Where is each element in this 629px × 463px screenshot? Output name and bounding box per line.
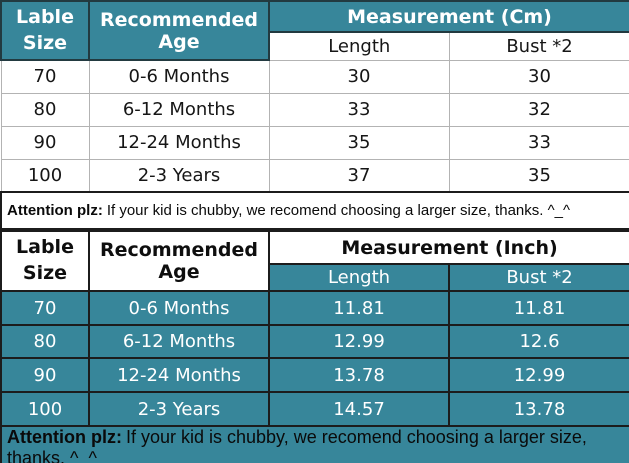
- inch-length-header: Length: [268, 263, 450, 292]
- cm-cell-age: 12-24 Months: [88, 125, 270, 160]
- cm-cell-length: 37: [268, 158, 450, 193]
- cm-label-size-line1: Lable: [16, 5, 74, 28]
- cm-cell-size: 100: [0, 158, 90, 193]
- inch-cell-size: 90: [0, 357, 90, 393]
- inch-measurement-header: Measurement (Inch): [268, 229, 629, 266]
- inch-recommended-age-header: Recommended Age: [88, 230, 270, 292]
- inch-attention-text: If your kid is chubby, we recomend choos…: [7, 427, 587, 463]
- inch-cell-age: 2-3 Years: [88, 391, 270, 427]
- cm-cell-size: 90: [0, 125, 90, 160]
- inch-cell-size: 80: [0, 324, 90, 359]
- cm-row-70: 70 0-6 Months 30 30: [0, 59, 629, 94]
- inch-cell-length: 12.99: [268, 324, 450, 359]
- inch-note-row: Attention plz: If your kid is chubby, we …: [0, 425, 629, 463]
- inch-cell-size: 70: [0, 290, 90, 326]
- cm-attention-text: If your kid is chubby, we recomend choos…: [106, 202, 571, 219]
- inch-cell-bust: 12.6: [448, 324, 629, 359]
- cm-cell-bust: 30: [448, 59, 629, 94]
- cm-cell-length: 33: [268, 92, 450, 127]
- cm-length-header: Length: [268, 31, 450, 61]
- cm-attention-label: Attention plz:: [7, 202, 103, 219]
- cm-cell-length: 30: [268, 59, 450, 94]
- cm-cell-bust: 33: [448, 125, 629, 160]
- inch-cell-size: 100: [0, 391, 90, 427]
- cm-cell-size: 70: [0, 59, 90, 94]
- inch-label-size-line2: Size: [22, 262, 68, 284]
- cm-row-90: 90 12-24 Months 35 33: [0, 125, 629, 160]
- cm-cell-bust: 35: [448, 158, 629, 193]
- cm-attention-note: Attention plz: If your kid is chubby, we …: [0, 191, 629, 230]
- cm-label-size-line2: Size: [22, 31, 68, 54]
- inch-cell-bust: 12.99: [448, 357, 629, 393]
- cm-row-100: 100 2-3 Years 37 35: [0, 158, 629, 193]
- size-chart-cm-table: Lable Size Recommended Age Measurement (…: [0, 0, 629, 230]
- inch-cell-age: 12-24 Months: [88, 357, 270, 393]
- inch-cell-bust: 13.78: [448, 391, 629, 427]
- inch-cell-age: 0-6 Months: [88, 290, 270, 326]
- inch-cell-length: 13.78: [268, 357, 450, 393]
- cm-cell-age: 2-3 Years: [88, 158, 270, 193]
- inch-attention-label: Attention plz:: [7, 427, 122, 447]
- cm-note-row: Attention plz: If your kid is chubby, we …: [0, 191, 629, 230]
- cm-header-row-1: Lable Size Recommended Age Measurement (…: [0, 0, 629, 61]
- inch-row-100: 100 2-3 Years 14.57 13.78: [0, 391, 629, 427]
- inch-row-70: 70 0-6 Months 11.81 11.81: [0, 290, 629, 326]
- inch-cell-length: 11.81: [268, 290, 450, 326]
- cm-recommended-age-header: Recommended Age: [88, 0, 270, 61]
- inch-label-size-header: Lable Size: [0, 230, 90, 292]
- inch-bust-header: Bust *2: [448, 263, 629, 292]
- inch-cell-bust: 11.81: [448, 290, 629, 326]
- inch-header-row-1: Lable Size Recommended Age Measurement (…: [0, 229, 629, 292]
- inch-attention-note: Attention plz: If your kid is chubby, we …: [0, 425, 629, 463]
- inch-cell-length: 14.57: [268, 391, 450, 427]
- cm-measurement-header: Measurement (Cm): [267, 0, 629, 34]
- cm-bust-header: Bust *2: [448, 31, 629, 61]
- inch-row-80: 80 6-12 Months 12.99 12.6: [0, 324, 629, 359]
- cm-cell-length: 35: [268, 125, 450, 160]
- inch-label-size-line1: Lable: [16, 236, 74, 259]
- inch-row-90: 90 12-24 Months 13.78 12.99: [0, 357, 629, 393]
- cm-label-size-header: Lable Size: [0, 0, 90, 61]
- inch-header-row-2: Length Bust *2: [1, 263, 629, 292]
- cm-row-80: 80 6-12 Months 33 32: [0, 92, 629, 127]
- size-chart-inch-table: Lable Size Recommended Age Measurement (…: [0, 229, 629, 463]
- cm-cell-age: 6-12 Months: [88, 92, 270, 127]
- cm-cell-bust: 32: [448, 92, 629, 127]
- inch-cell-age: 6-12 Months: [88, 324, 270, 359]
- cm-cell-size: 80: [0, 92, 90, 127]
- cm-cell-age: 0-6 Months: [88, 59, 270, 94]
